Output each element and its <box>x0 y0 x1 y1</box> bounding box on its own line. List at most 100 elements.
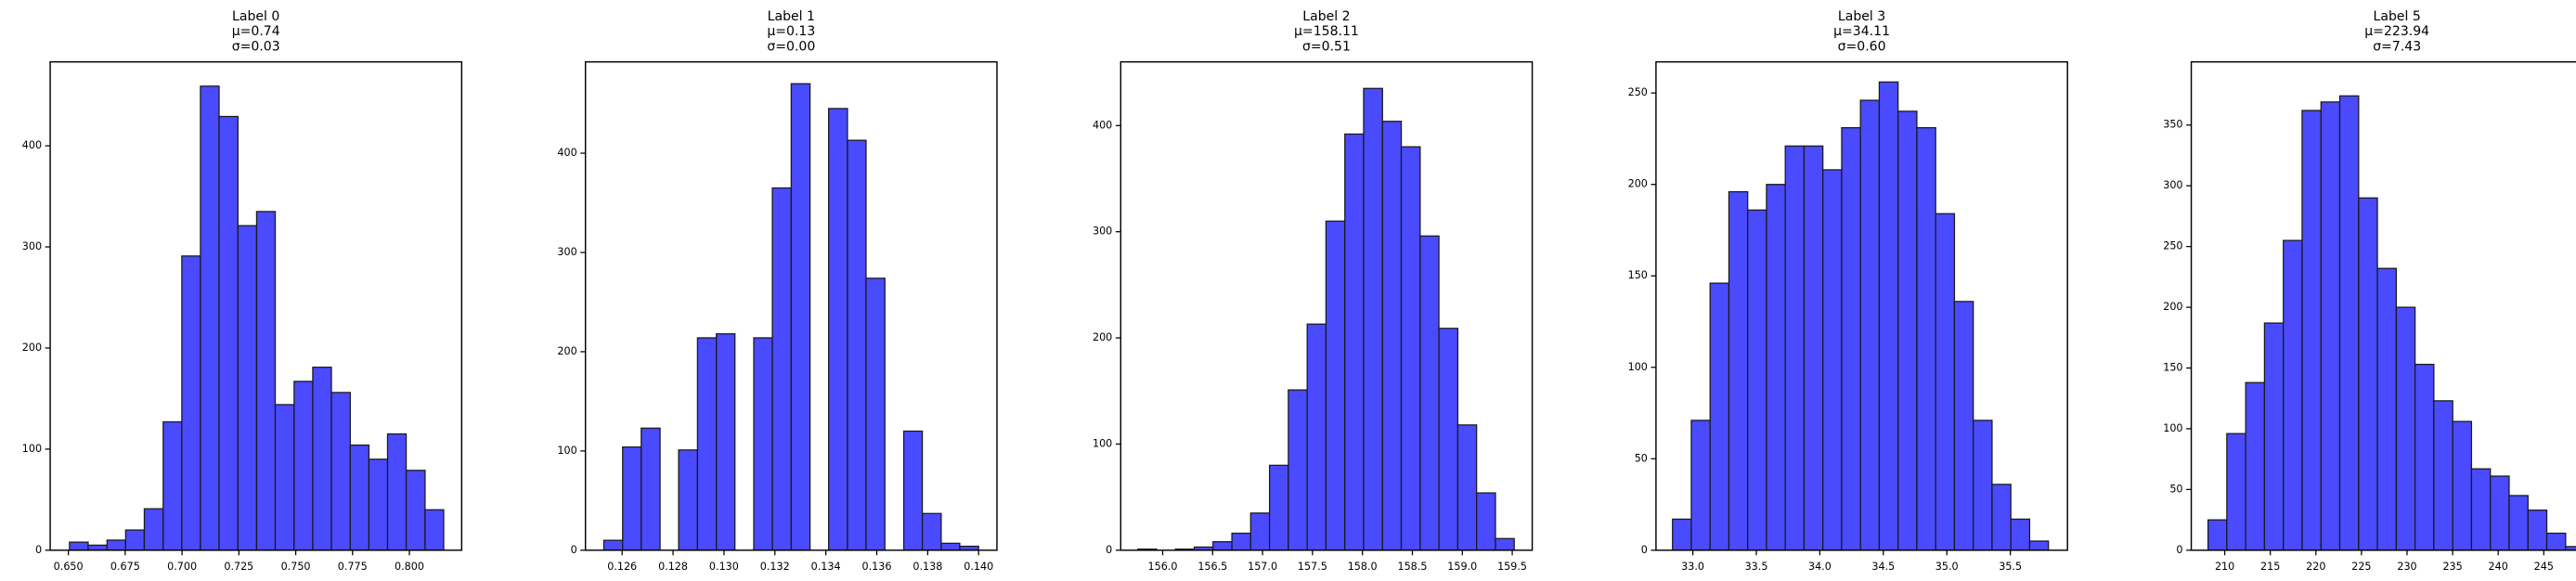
x-tick-label: 0.650 <box>54 561 84 573</box>
y-tick-label: 200 <box>1093 331 1112 343</box>
x-tick-label: 0.140 <box>964 561 993 573</box>
x-tick-label: 156.5 <box>1197 561 1227 573</box>
x-tick-label: 0.132 <box>760 561 790 573</box>
bar <box>1381 121 1403 551</box>
bar <box>2283 239 2303 551</box>
x-tick-label: 33.0 <box>1681 561 1704 573</box>
bar <box>1784 145 1806 551</box>
bar <box>405 470 426 551</box>
bar <box>2395 306 2416 551</box>
bar <box>349 444 370 551</box>
x-tick-label: 158.5 <box>1397 561 1427 573</box>
bar <box>753 337 773 551</box>
y-tick-label: 150 <box>1628 269 1648 281</box>
y-tick-label: 0 <box>571 544 577 556</box>
bar <box>1672 518 1692 551</box>
x-tick-label: 0.775 <box>338 561 368 573</box>
bar <box>255 211 277 551</box>
bar <box>2320 101 2341 551</box>
y-tick-label: 300 <box>2163 179 2182 191</box>
bar <box>1438 328 1459 551</box>
x-tick-label: 0.725 <box>224 561 253 573</box>
bar <box>181 255 201 551</box>
x-tick-label: 159.5 <box>1497 561 1527 573</box>
bar <box>2010 518 2031 551</box>
x-tick-label: 157.0 <box>1248 561 1277 573</box>
x-tick-label: 0.128 <box>658 561 688 573</box>
chart-title: μ=34.11 <box>1833 24 1890 39</box>
chart-title: μ=0.13 <box>767 24 815 39</box>
y-tick-label: 50 <box>2169 483 2182 495</box>
x-tick-label: 159.0 <box>1447 561 1477 573</box>
bar <box>2376 267 2398 551</box>
chart-title: Label 2 <box>1302 9 1350 24</box>
bar <box>162 420 183 551</box>
bar <box>1803 145 1824 551</box>
bar <box>1822 169 1843 551</box>
bar <box>1897 110 1918 551</box>
bar <box>1306 323 1327 551</box>
bar <box>293 381 314 551</box>
chart-title: Label 5 <box>2374 9 2421 24</box>
y-tick-label: 350 <box>2163 119 2182 131</box>
bar <box>1268 464 1289 551</box>
chart-title: σ=7.43 <box>2373 39 2421 54</box>
y-tick-label: 100 <box>22 443 42 455</box>
y-tick-label: 300 <box>557 246 576 258</box>
bar <box>1859 99 1881 551</box>
bar <box>312 367 332 551</box>
bar <box>622 445 642 551</box>
x-tick-label: 157.5 <box>1298 561 1327 573</box>
bar <box>1747 209 1767 551</box>
y-tick-label: 0 <box>35 544 42 556</box>
x-tick-label: 0.126 <box>607 561 637 573</box>
bar <box>1709 282 1730 551</box>
bar <box>1916 126 1936 551</box>
y-tick-label: 300 <box>22 240 42 252</box>
bar <box>1363 87 1383 551</box>
bar <box>87 544 108 551</box>
bar <box>1973 420 1993 551</box>
y-tick-label: 200 <box>2163 301 2182 313</box>
bar <box>1690 420 1711 551</box>
x-tick-label: 34.0 <box>1808 561 1832 573</box>
chart-title: μ=0.74 <box>232 24 280 39</box>
bar <box>330 392 351 551</box>
bar <box>1400 146 1421 551</box>
bar <box>2263 322 2285 551</box>
bar <box>2545 532 2567 551</box>
x-tick-label: 0.700 <box>167 561 197 573</box>
x-tick-label: 230 <box>2397 561 2416 573</box>
bar <box>1419 235 1440 551</box>
x-tick-label: 225 <box>2351 561 2371 573</box>
bar <box>940 542 961 551</box>
bar <box>1841 126 1861 551</box>
y-tick-label: 0 <box>1106 544 1112 556</box>
axes-frame <box>1655 60 2068 551</box>
bar <box>771 187 792 551</box>
bar <box>106 539 126 551</box>
bar <box>1288 389 1308 551</box>
y-tick-label: 100 <box>1628 361 1648 373</box>
axes-frame <box>584 60 998 551</box>
bar <box>2414 363 2435 551</box>
bar <box>678 449 699 551</box>
y-tick-label: 400 <box>22 139 42 151</box>
bar <box>1231 532 1251 551</box>
x-tick-label: 245 <box>2534 561 2554 573</box>
bar <box>368 458 389 551</box>
bar <box>1456 424 1478 551</box>
x-tick-label: 33.5 <box>1745 561 1768 573</box>
bar <box>847 139 867 551</box>
bar <box>2433 400 2453 551</box>
bar <box>790 83 811 551</box>
y-tick-label: 200 <box>1628 178 1648 190</box>
bar <box>1249 512 1271 551</box>
bar <box>2358 197 2378 551</box>
y-tick-label: 250 <box>1628 86 1648 98</box>
bar <box>2028 540 2050 551</box>
x-tick-label: 158.0 <box>1348 561 1378 573</box>
bar <box>828 108 848 551</box>
bar <box>2338 95 2360 551</box>
